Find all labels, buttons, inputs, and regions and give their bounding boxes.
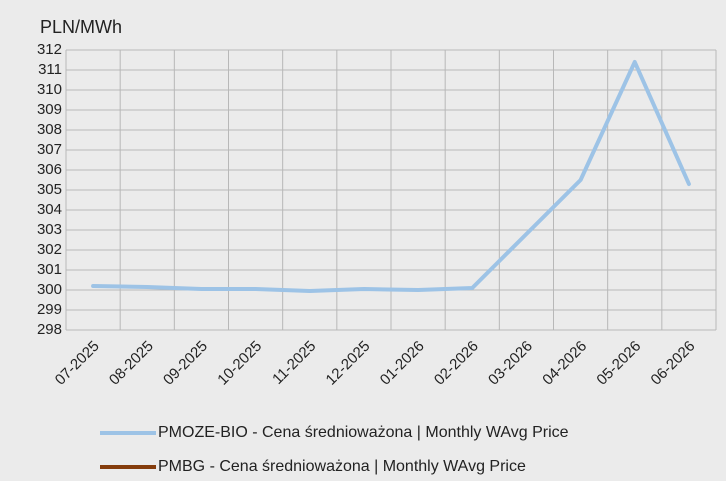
y-tick-label: 308	[37, 121, 62, 138]
y-tick-label: 312	[37, 41, 62, 58]
legend-label: PMOZE-BIO - Cena średnioważona | Monthly…	[158, 424, 569, 441]
y-tick-label: 311	[38, 61, 62, 78]
y-tick-label: 306	[37, 161, 62, 178]
y-tick-label: 301	[37, 261, 62, 278]
y-tick-label: 302	[37, 241, 62, 258]
y-tick-label: 300	[37, 281, 62, 298]
y-tick-label: 304	[37, 201, 62, 218]
y-tick-label: 299	[37, 301, 62, 318]
legend-label: PMBG - Cena średnioważona | Monthly WAvg…	[158, 458, 526, 475]
y-tick-label: 303	[37, 221, 62, 238]
y-tick-label: 310	[37, 81, 62, 98]
series-line	[91, 60, 691, 293]
y-tick-label: 305	[37, 181, 62, 198]
y-tick-label: 298	[37, 321, 62, 338]
y-tick-label: 309	[37, 101, 62, 118]
y-tick-label: 307	[37, 141, 62, 158]
y-axis-label: PLN/MWh	[40, 17, 122, 37]
